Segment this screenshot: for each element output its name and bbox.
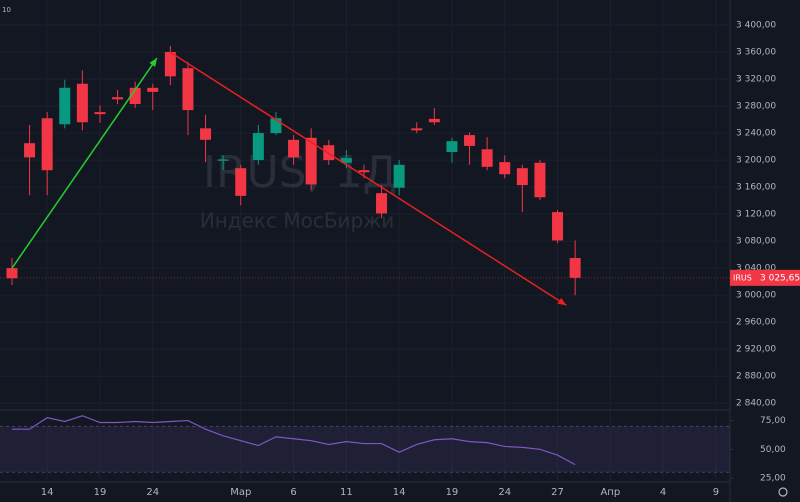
- y-tick-label: 3 400,00: [736, 20, 776, 30]
- candle-body: [112, 97, 124, 100]
- candle-body: [393, 164, 405, 188]
- rsi-tick-label: 25,00: [760, 474, 786, 484]
- candle-body: [358, 170, 370, 173]
- candle-body: [24, 143, 36, 158]
- candle-body: [569, 258, 581, 278]
- trend-arrow: [11, 57, 158, 269]
- y-tick-label: 3 360,00: [736, 48, 776, 58]
- last-price-label: 3 025,65: [760, 273, 800, 283]
- trend-arrow: [169, 51, 567, 306]
- y-tick-label: 2 840,00: [736, 399, 776, 409]
- candle-body: [6, 268, 18, 279]
- candle-body: [516, 168, 528, 186]
- candle-body: [252, 133, 264, 161]
- rsi-tick-label: 50,00: [760, 445, 786, 455]
- candle-body: [411, 128, 423, 131]
- candle-body: [305, 137, 317, 185]
- candle-body: [129, 87, 141, 105]
- x-tick-label: 27: [551, 487, 564, 498]
- x-tick-label: 14: [393, 487, 406, 498]
- watermark-title: IRUS, 1Д: [203, 147, 397, 198]
- watermark-subtitle: Индекс МосБиржи: [200, 209, 395, 233]
- y-tick-label: 3 280,00: [736, 102, 776, 112]
- candle-body: [376, 193, 388, 214]
- y-tick-label: 3 240,00: [736, 129, 776, 139]
- y-tick-label: 2 920,00: [736, 345, 776, 355]
- x-tick-label: 24: [498, 487, 511, 498]
- x-tick-label: 19: [94, 487, 107, 498]
- last-price-box: [730, 269, 800, 286]
- candle-body: [217, 159, 229, 161]
- y-tick-label: 3 320,00: [736, 75, 776, 85]
- candle-body: [534, 162, 546, 198]
- rsi-tick-label: 75,00: [760, 416, 786, 426]
- grid: [0, 0, 730, 482]
- candle-body: [76, 83, 88, 123]
- y-tick-label: 3 120,00: [736, 210, 776, 220]
- x-tick-label: Апр: [600, 487, 620, 498]
- candle-body: [270, 118, 282, 134]
- y-tick-label: 3 200,00: [736, 156, 776, 166]
- candle-body: [552, 212, 564, 241]
- y-tick-label: 3 000,00: [736, 291, 776, 301]
- arrow-head: [149, 58, 157, 67]
- x-tick-label: Мар: [230, 487, 251, 498]
- x-tick-label: 14: [41, 487, 54, 498]
- candle-body: [59, 87, 71, 125]
- candle-body: [235, 168, 247, 196]
- candle-body: [499, 162, 511, 175]
- candle-body: [164, 52, 176, 77]
- last-price-symbol: IRUS: [733, 273, 752, 282]
- candle-body: [288, 139, 300, 158]
- candle-body: [340, 158, 352, 163]
- candle-body: [446, 141, 458, 152]
- candle-body: [464, 135, 476, 146]
- corner-label: 10: [2, 6, 11, 14]
- y-tick-label: 2 880,00: [736, 372, 776, 382]
- x-tick-label: 9: [713, 487, 719, 498]
- y-tick-label: 3 160,00: [736, 183, 776, 193]
- candle-body: [182, 68, 194, 111]
- settings-icon[interactable]: [778, 487, 788, 497]
- candle-body: [428, 118, 440, 123]
- candle-body: [41, 118, 53, 171]
- arrow-head: [557, 297, 567, 306]
- candle-body: [200, 128, 212, 140]
- y-tick-label: 3 080,00: [736, 237, 776, 247]
- rsi-band: [0, 426, 730, 473]
- x-tick-label: 11: [340, 487, 353, 498]
- x-tick-label: 6: [290, 487, 296, 498]
- rsi-line: [11, 415, 576, 466]
- y-tick-label: 3 040,00: [736, 264, 776, 274]
- candle-body: [94, 112, 106, 115]
- x-tick-label: 4: [660, 487, 666, 498]
- candle-body: [147, 87, 159, 92]
- x-tick-label: 19: [446, 487, 459, 498]
- x-tick-label: 24: [146, 487, 159, 498]
- y-tick-label: 2 960,00: [736, 318, 776, 328]
- candle-body: [481, 149, 493, 167]
